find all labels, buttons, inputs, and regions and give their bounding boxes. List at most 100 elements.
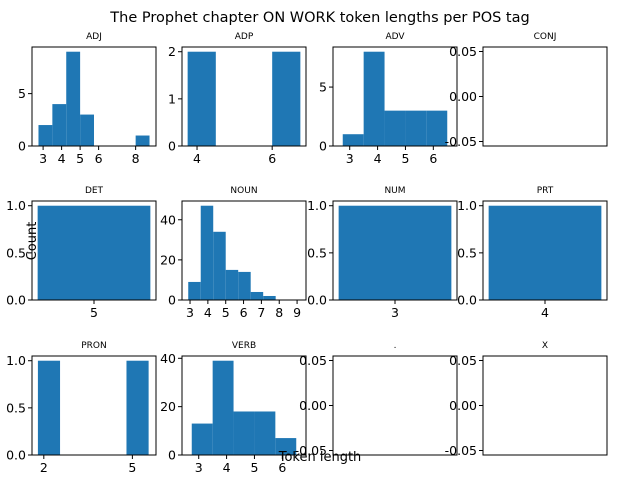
- axes-frame: [181, 46, 307, 147]
- y-tick-label: 0: [319, 139, 327, 154]
- histogram-bar: [488, 205, 602, 300]
- histogram-bar: [37, 205, 151, 300]
- histogram-bar: [426, 110, 448, 146]
- y-tick-label: 0.0: [6, 448, 26, 463]
- subplot-prt: PRT 4 0.0 0.5 1.0: [457, 186, 608, 320]
- x-tick-label: 6: [268, 151, 276, 166]
- x-tick-label: 8: [275, 305, 283, 320]
- x-tick-label: 4: [204, 305, 212, 320]
- y-tick-label: 0: [168, 139, 176, 154]
- subplot-punct: . 0.05 0.00 -0.05: [295, 341, 458, 458]
- y-tick-label: 2: [168, 44, 176, 59]
- histogram-bar: [384, 110, 406, 146]
- subplot-title: ADP: [235, 32, 254, 42]
- subplot-conj: CONJ 0.05 0.00 -0.05: [445, 32, 608, 149]
- x-tick-label: 3: [346, 151, 354, 166]
- y-tick-label: 5: [319, 80, 327, 95]
- x-tick-label: 5: [401, 151, 409, 166]
- histogram-bar: [225, 269, 239, 300]
- y-tick-label: 0.0: [457, 293, 477, 308]
- subplot-title: DET: [85, 186, 104, 196]
- y-tick-label: 0.05: [299, 353, 327, 368]
- x-tick-label: 4: [58, 151, 66, 166]
- y-tick-label: 0: [168, 448, 176, 463]
- y-tick-label: 0.5: [6, 245, 26, 260]
- y-tick-label: 0.00: [449, 398, 477, 413]
- axes-frame: [31, 355, 157, 456]
- subplot-adp: ADP 4 6 0 1 2: [168, 32, 307, 166]
- y-tick-label: 0.5: [307, 245, 327, 260]
- subplot-verb: VERB 3 4 5 6 0 20 40: [160, 341, 307, 475]
- y-tick-label: 1.0: [6, 353, 26, 368]
- y-tick-label: 20: [160, 252, 176, 267]
- subplot-title: ADJ: [86, 32, 102, 42]
- subplot-title: X: [542, 341, 548, 351]
- subplot-title: NOUN: [230, 186, 257, 196]
- figure-title: The Prophet chapter ON WORK token length…: [109, 10, 529, 26]
- histogram-bar: [126, 360, 149, 455]
- y-tick-label: -0.05: [445, 134, 477, 149]
- y-tick-label: 20: [160, 399, 176, 414]
- histogram-bar: [200, 205, 214, 300]
- x-tick-label: 8: [132, 151, 140, 166]
- y-tick-label: 5: [18, 86, 26, 101]
- x-tick-label: 3: [186, 305, 194, 320]
- x-tick-label: 5: [128, 460, 136, 475]
- histogram-bar: [254, 411, 276, 455]
- histogram-bar: [363, 51, 385, 146]
- x-tick-label: 5: [76, 151, 84, 166]
- subplot-title: NUM: [384, 186, 405, 196]
- histogram-bar: [250, 291, 264, 300]
- x-tick-label: 5: [250, 460, 258, 475]
- histogram-bar: [275, 438, 297, 455]
- subplot-pron: PRON 2 5 0.0 0.5 1.0: [6, 341, 157, 475]
- x-tick-label: 6: [278, 460, 286, 475]
- y-tick-label: 0.00: [299, 398, 327, 413]
- histogram-bar: [80, 114, 94, 146]
- x-tick-label: 4: [223, 460, 231, 475]
- histogram-bar: [405, 110, 427, 146]
- x-tick-label: 6: [429, 151, 437, 166]
- histogram-bar: [342, 134, 364, 146]
- y-tick-label: 1.0: [307, 198, 327, 213]
- subplot-title: CONJ: [534, 32, 557, 42]
- subplot-title: VERB: [232, 341, 256, 351]
- histogram-bar: [38, 125, 53, 146]
- y-tick-label: 0.05: [449, 44, 477, 59]
- histogram-bar: [191, 423, 213, 455]
- x-tick-label: 6: [240, 305, 248, 320]
- x-tick-label: 9: [293, 305, 301, 320]
- figure-x-label: Token length: [278, 450, 362, 465]
- y-tick-label: 0.05: [449, 353, 477, 368]
- x-tick-label: 4: [541, 305, 549, 320]
- x-tick-label: 5: [222, 305, 230, 320]
- subplot-title: ADV: [385, 32, 405, 42]
- y-tick-label: 0.00: [449, 89, 477, 104]
- x-tick-label: 5: [90, 305, 98, 320]
- subplot-noun: NOUN 3 4 5 6 7 8 9 0 20 40: [160, 186, 307, 320]
- y-tick-label: 0: [18, 139, 26, 154]
- histogram-bar: [213, 231, 226, 300]
- x-tick-label: 2: [40, 460, 48, 475]
- histogram-bar: [52, 104, 67, 146]
- y-tick-label: 0.5: [6, 400, 26, 415]
- subplot-det: DET 5 0.0 0.5 1.0: [6, 186, 157, 320]
- histogram-bar: [37, 360, 61, 455]
- histogram-bar: [263, 295, 276, 300]
- x-tick-label: 6: [95, 151, 103, 166]
- x-tick-label: 4: [193, 151, 201, 166]
- histogram-bar: [212, 360, 234, 455]
- subplot-title: .: [394, 341, 397, 351]
- y-tick-label: 40: [160, 212, 176, 227]
- y-tick-label: 1: [168, 91, 176, 106]
- histogram-bar: [135, 135, 150, 146]
- subplot-adv: ADV 3 4 5 6 0 5: [319, 32, 458, 166]
- x-tick-label: 3: [391, 305, 399, 320]
- histogram-bar: [338, 205, 452, 300]
- y-tick-label: 1.0: [6, 198, 26, 213]
- y-tick-label: -0.05: [445, 443, 477, 458]
- x-tick-label: 3: [39, 151, 47, 166]
